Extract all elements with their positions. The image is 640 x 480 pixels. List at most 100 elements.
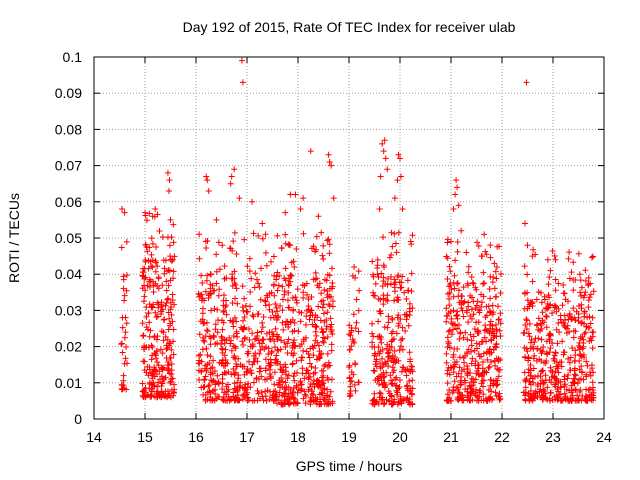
data-point — [538, 325, 545, 332]
data-point — [386, 397, 393, 404]
data-point — [158, 394, 165, 401]
data-point — [474, 239, 481, 246]
data-point — [460, 313, 467, 320]
data-point — [146, 319, 153, 326]
data-point — [278, 366, 285, 373]
data-point — [537, 320, 544, 327]
data-point — [286, 241, 293, 248]
data-point — [570, 259, 577, 266]
data-point — [534, 382, 541, 389]
data-point — [450, 307, 457, 314]
data-point — [313, 275, 320, 282]
data-point — [141, 293, 148, 300]
data-point — [405, 287, 412, 294]
data-point — [155, 362, 162, 369]
data-point — [294, 286, 301, 293]
data-point — [161, 376, 168, 383]
data-point — [122, 355, 129, 362]
data-point — [448, 315, 455, 322]
data-point — [409, 377, 416, 384]
data-point — [315, 213, 322, 220]
data-point — [171, 301, 178, 308]
data-point — [562, 396, 569, 403]
data-point — [297, 378, 304, 385]
data-point — [278, 401, 285, 408]
data-point — [569, 395, 576, 402]
data-point — [258, 328, 265, 335]
data-point — [329, 398, 336, 405]
data-point — [168, 360, 175, 367]
y-tick-label: 0.02 — [55, 339, 82, 355]
data-point — [159, 350, 166, 357]
data-point — [226, 334, 233, 341]
data-point — [570, 375, 577, 382]
data-point — [487, 318, 494, 325]
data-point — [324, 374, 331, 381]
data-point — [480, 377, 487, 384]
data-point — [266, 335, 273, 342]
data-point — [568, 382, 575, 389]
data-point — [475, 242, 482, 249]
data-point — [566, 359, 573, 366]
data-point — [588, 254, 595, 261]
data-point — [346, 375, 353, 382]
data-point — [262, 231, 269, 238]
data-point — [531, 395, 538, 402]
data-point — [247, 303, 254, 310]
data-point — [295, 328, 302, 335]
data-point — [452, 257, 459, 264]
data-point — [310, 377, 317, 384]
data-point — [399, 324, 406, 331]
data-point — [160, 337, 167, 344]
data-point — [321, 363, 328, 370]
data-point — [394, 391, 401, 398]
data-point — [563, 330, 570, 337]
data-point — [384, 281, 391, 288]
data-point — [574, 392, 581, 399]
data-point — [471, 325, 478, 332]
data-point — [248, 275, 255, 282]
data-point — [168, 311, 175, 318]
x-tick-label: 23 — [545, 429, 561, 445]
data-point — [277, 302, 284, 309]
data-point — [388, 392, 395, 399]
data-point — [232, 355, 239, 362]
data-point — [273, 393, 280, 400]
data-point — [155, 301, 162, 308]
data-point — [169, 318, 176, 325]
data-point — [259, 336, 266, 343]
data-point — [385, 354, 392, 361]
data-point — [305, 370, 312, 377]
data-point — [216, 286, 223, 293]
data-point — [250, 379, 257, 386]
data-point — [214, 340, 221, 347]
data-point — [487, 325, 494, 332]
data-point — [273, 304, 280, 311]
data-point — [218, 345, 225, 352]
data-point — [289, 294, 296, 301]
data-point — [474, 345, 481, 352]
data-point — [289, 388, 296, 395]
data-point — [289, 344, 296, 351]
data-point — [243, 308, 250, 315]
data-point — [391, 288, 398, 295]
data-point — [271, 369, 278, 376]
data-point — [450, 279, 457, 286]
data-point — [227, 340, 234, 347]
data-point — [259, 220, 266, 227]
data-point — [300, 347, 307, 354]
data-point — [529, 343, 536, 350]
data-point — [454, 239, 461, 246]
data-point — [381, 324, 388, 331]
data-point — [466, 382, 473, 389]
data-point — [469, 279, 476, 286]
data-point — [382, 359, 389, 366]
data-point — [485, 303, 492, 310]
data-point — [161, 270, 168, 277]
data-point — [523, 325, 530, 332]
data-point — [405, 322, 412, 329]
data-point — [372, 280, 379, 287]
data-point — [320, 301, 327, 308]
data-point — [487, 376, 494, 383]
data-point — [443, 350, 450, 357]
